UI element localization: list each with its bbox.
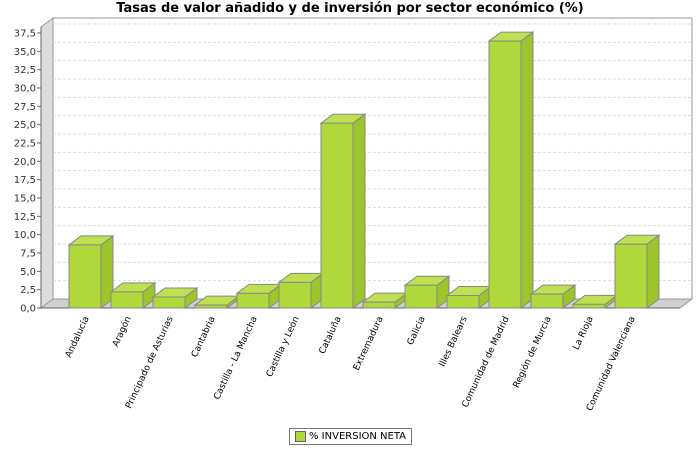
bar-group [613,234,661,309]
bar-side [352,113,366,309]
y-tick-label: 17,5 [14,175,36,186]
bar-group [67,234,115,309]
y-tick-label: 32,5 [14,65,36,76]
legend-label: % INVERSION NETA [309,431,407,442]
x-tick-label: Región de Murcia [511,315,554,390]
y-tick-label: 12,5 [14,212,36,223]
legend: % INVERSION NETA [289,428,413,445]
legend-swatch [295,431,306,442]
x-tick-label: Andalucía [64,315,92,359]
y-tick-label: 25,0 [14,120,36,131]
bar [446,295,480,309]
x-tick-label: Castilla - La Mancha [212,315,259,401]
bar [614,243,648,309]
bar-group [151,287,199,309]
chart-title: Tasas de valor añadido y de inversión po… [116,1,584,16]
x-tick-label: Cantabria [190,315,218,359]
bar [236,292,270,309]
x-tick-label: Aragón [110,315,134,349]
x-tick-label: Cataluña [318,315,344,356]
y-tick-label: 10,0 [14,230,36,241]
bar [278,281,312,309]
y-tick-label: 2,5 [20,285,36,296]
bar-group [193,295,241,309]
bar [320,122,354,309]
bar-group [529,284,577,309]
bar-group [235,283,283,309]
x-tick-label: Illes Balears [438,315,470,369]
bar-group [319,113,367,309]
x-tick-label: Comunidad Valenciana [585,315,638,413]
bar-group [361,292,409,309]
bar [110,291,144,309]
x-tick-label: Comunidad de Madrid [461,315,512,409]
y-tick-label: 0,0 [20,304,36,315]
x-tick-label: Castilla y León [264,315,302,379]
bar [530,293,564,309]
x-tick-label: La Rioja [572,315,596,352]
bar [362,301,396,309]
x-tick-label: Extremadura [352,315,386,372]
bar [194,304,228,309]
x-tick-label: Galicia [406,315,428,347]
bar [68,244,102,309]
bar-group [487,31,535,309]
y-tick-label: 15,0 [14,194,36,205]
y-tick-label: 35,0 [14,47,36,58]
bar-group [403,275,451,309]
bar [404,284,438,309]
y-tick-label: 20,0 [14,157,36,168]
y-tick-label: 7,5 [20,249,36,260]
bar-side [520,31,534,309]
bar-group [277,272,325,309]
y-tick-label: 27,5 [14,102,36,113]
bar-side [646,234,660,309]
y-tick-label: 30,0 [14,84,36,95]
bar-group [571,294,619,309]
bar [572,303,606,309]
bar-group [109,281,157,309]
y-tick-label: 5,0 [20,267,36,278]
y-tick-label: 37,5 [14,29,36,40]
left-wall [40,17,54,309]
bar [488,40,522,309]
x-tick-label: Principado de Asturias [124,315,176,411]
y-tick-label: 22,5 [14,139,36,150]
back-wall [52,17,693,300]
bar [152,296,186,309]
